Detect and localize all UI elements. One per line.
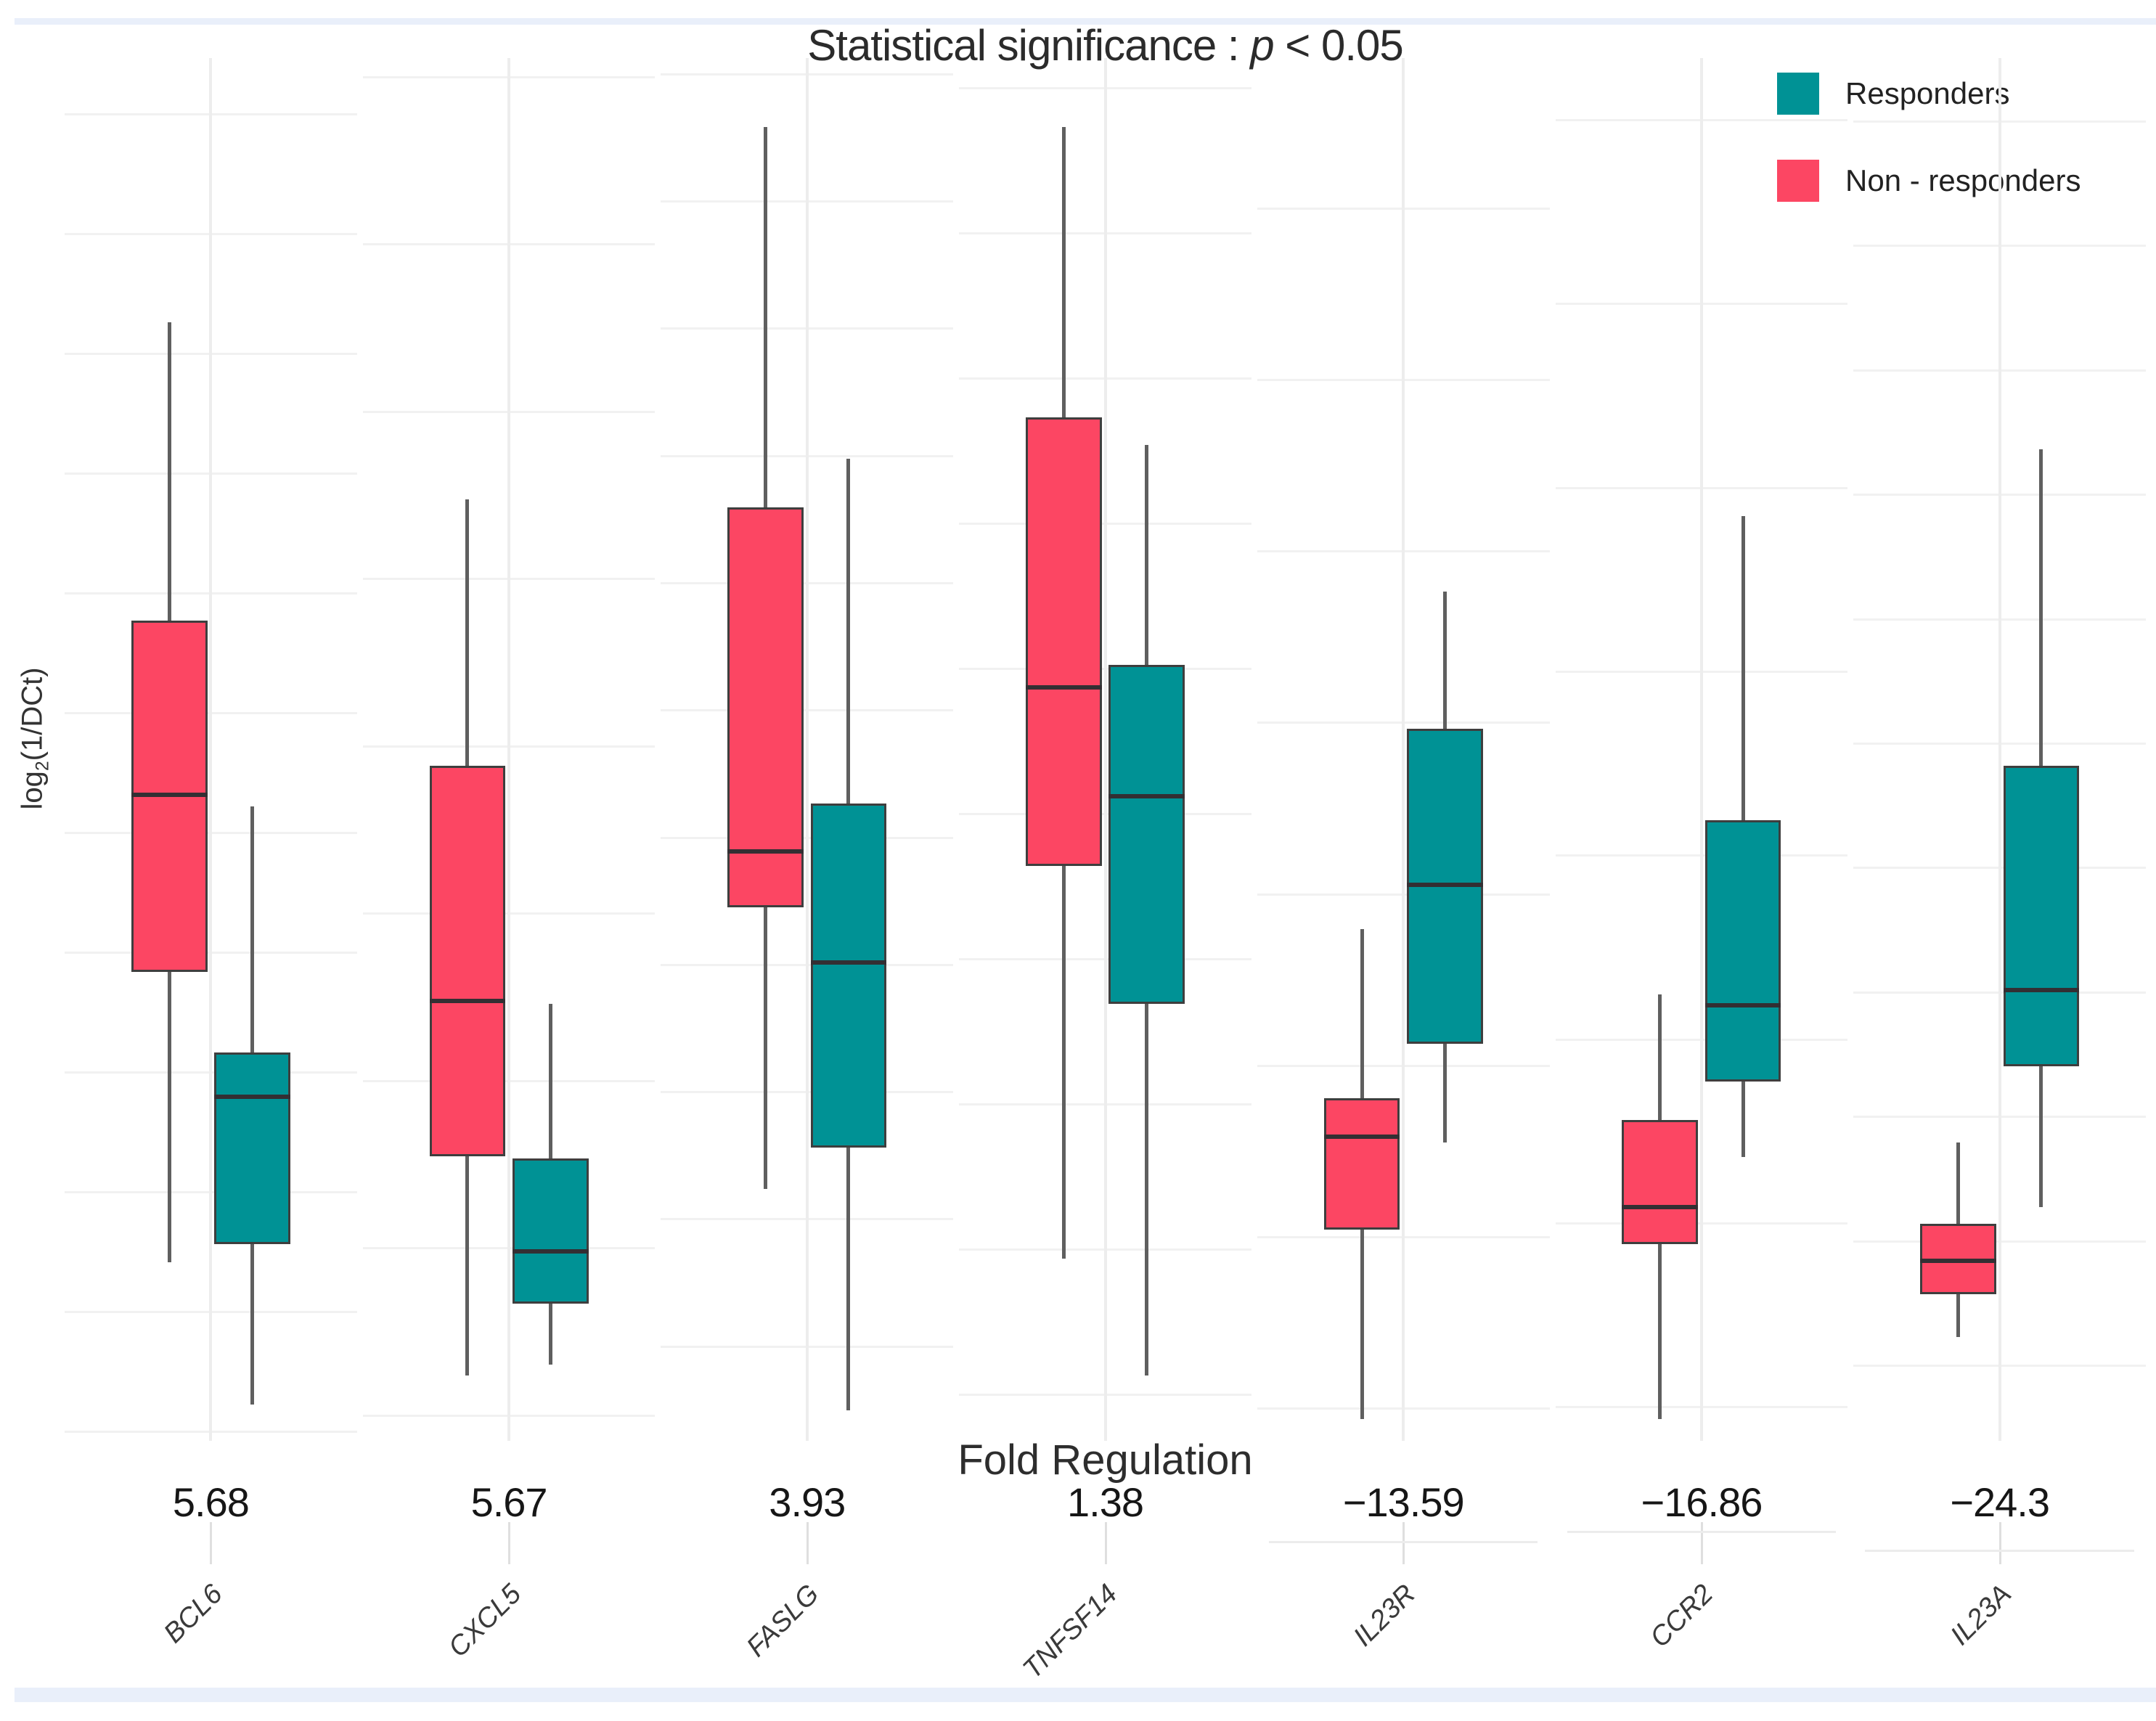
responders-box xyxy=(2003,766,2080,1066)
x-axis-cell-tnfsf14: 1.38 TNFSF14 xyxy=(959,1441,1251,1721)
facet-panel-cxcl5 xyxy=(362,58,656,1441)
non_responders-box xyxy=(1025,417,1102,866)
x-gridline xyxy=(805,58,809,1441)
axis-tick xyxy=(508,1522,511,1564)
x-axis-cell-faslg: 3.93 FASLG xyxy=(661,1441,953,1721)
x-axis-title: Fold Regulation xyxy=(957,1436,1253,1484)
fold-regulation-value: 1.38 xyxy=(1067,1479,1144,1525)
x-axis-cell-il23r: −13.59 IL23R xyxy=(1257,1441,1550,1721)
y-axis-label-rest: (1/DCt) xyxy=(16,667,49,761)
x-gridline xyxy=(507,58,511,1441)
facet-panel-faslg xyxy=(661,58,954,1441)
chart-title-suffix: < 0.05 xyxy=(1273,21,1404,70)
x-gridline xyxy=(209,58,213,1441)
facet-panel-tnfsf14 xyxy=(959,58,1251,1441)
non_responders-median-line xyxy=(1025,684,1102,690)
x-axis-cell-cxcl5: 5.67 CXCL5 xyxy=(363,1441,656,1721)
axis-baseline xyxy=(1268,1541,1538,1543)
chart-title: Statistical significance : p < 0.05 xyxy=(62,20,2149,70)
responders-box xyxy=(810,803,887,1148)
non_responders-median-line xyxy=(727,849,804,854)
x-gridline xyxy=(1402,58,1405,1441)
facet-panel-il23a xyxy=(1853,58,2147,1441)
gene-tick-label: FASLG xyxy=(740,1579,825,1663)
axis-tick xyxy=(1998,1522,2001,1564)
facet-panel-bcl6 xyxy=(65,58,357,1441)
fold-regulation-value: 5.68 xyxy=(172,1479,250,1525)
x-gridline xyxy=(1998,58,2001,1441)
non-responders-color-swatch xyxy=(1777,160,1819,202)
non_responders-median-line xyxy=(131,793,208,798)
fold-regulation-value: −16.86 xyxy=(1641,1479,1763,1525)
non_responders-median-line xyxy=(1323,1134,1400,1139)
page-top-band xyxy=(15,18,2156,25)
legend-label-non-responders: Non - responders xyxy=(1845,163,2081,197)
fold-regulation-value: 3.93 xyxy=(769,1479,846,1525)
y-axis-label-sub: 2 xyxy=(33,761,53,772)
responders-box xyxy=(1704,819,1781,1082)
y-axis-label: log2(1/DCt) xyxy=(16,667,54,810)
legend-item-responders: Responders xyxy=(1777,73,2081,115)
gene-tick-label: CCR2 xyxy=(1644,1579,1720,1653)
axis-baseline xyxy=(1865,1550,2134,1552)
facet-panel-ccr2 xyxy=(1555,58,1848,1441)
responders-median-line xyxy=(1407,883,1483,888)
responders-median-line xyxy=(512,1249,589,1254)
gene-tick-label: IL23R xyxy=(1347,1579,1421,1653)
axis-baseline xyxy=(1567,1531,1837,1533)
responders-median-line xyxy=(1704,1002,1781,1007)
plot-area xyxy=(62,58,2149,1441)
x-axis-cell-ccr2: −16.86 CCR2 xyxy=(1556,1441,1848,1721)
y-axis-label-base: log xyxy=(16,771,49,810)
responders-median-line xyxy=(2003,987,2080,992)
non_responders-median-line xyxy=(429,999,506,1004)
axis-tick xyxy=(806,1522,809,1564)
responders-box xyxy=(512,1158,589,1304)
x-gridline xyxy=(1103,58,1107,1441)
responders-box xyxy=(214,1052,290,1245)
axis-tick xyxy=(1104,1522,1107,1564)
non_responders-box xyxy=(1323,1097,1400,1230)
legend-label-responders: Responders xyxy=(1845,76,2010,110)
gene-tick-label: BCL6 xyxy=(158,1579,229,1649)
gene-tick-label: CXCL5 xyxy=(442,1579,527,1664)
responders-box xyxy=(1108,665,1185,1004)
chart-title-p: p xyxy=(1250,21,1274,70)
facet-panel-il23r xyxy=(1257,58,1550,1441)
x-gridline xyxy=(1699,58,1703,1441)
page-bottom-band xyxy=(15,1688,2156,1702)
x-axis-cell-bcl6: 5.68 BCL6 xyxy=(65,1441,357,1721)
gene-tick-label: IL23A xyxy=(1945,1579,2018,1651)
fold-regulation-value: 5.67 xyxy=(470,1479,548,1525)
axis-tick xyxy=(210,1522,213,1564)
responders-median-line xyxy=(1108,794,1185,799)
x-axis-cell-il23a: −24.3 IL23A xyxy=(1853,1441,2146,1721)
responders-median-line xyxy=(214,1094,290,1099)
non_responders-box xyxy=(727,507,804,907)
fold-regulation-value: −13.59 xyxy=(1342,1479,1465,1525)
non_responders-box xyxy=(1622,1120,1699,1245)
responders-color-swatch xyxy=(1777,73,1819,115)
axis-tick xyxy=(1402,1522,1405,1564)
non_responders-median-line xyxy=(1622,1205,1699,1210)
legend-item-non-responders: Non - responders xyxy=(1777,160,2081,202)
responders-median-line xyxy=(810,960,887,965)
legend: Responders Non - responders xyxy=(1777,73,2081,202)
non_responders-median-line xyxy=(1920,1259,1996,1264)
fold-regulation-value: −24.3 xyxy=(1950,1479,2050,1525)
axis-tick xyxy=(1700,1522,1703,1564)
non_responders-box xyxy=(429,766,506,1156)
chart-title-prefix: Statistical significance : xyxy=(807,21,1251,70)
gene-tick-label: TNFSF14 xyxy=(1017,1579,1124,1685)
x-axis-area: 5.68 BCL6 5.67 CXCL5 3.93 FASLG 1.38 TNFSF14 −13… xyxy=(62,1441,2149,1721)
